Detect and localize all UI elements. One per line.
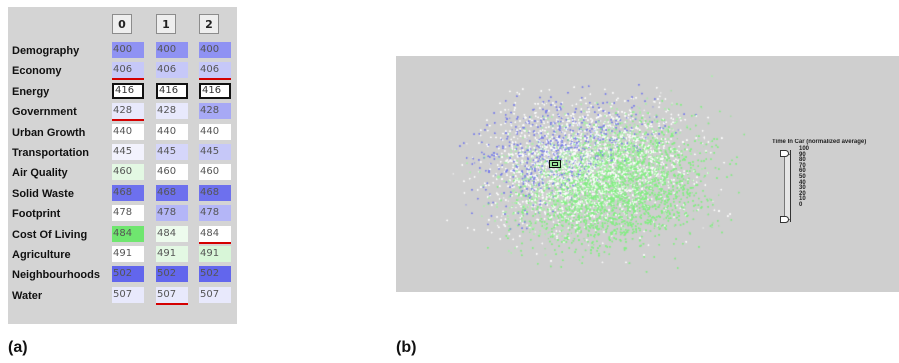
row-label: Transportation bbox=[12, 147, 89, 159]
table-cell[interactable]: 460 bbox=[156, 164, 188, 180]
row-label: Demography bbox=[12, 45, 79, 57]
table-cell[interactable]: 416 bbox=[112, 83, 144, 99]
table-cell[interactable]: 491 bbox=[112, 246, 144, 262]
caption-a: (a) bbox=[8, 339, 28, 357]
table-cell[interactable]: 400 bbox=[199, 42, 231, 58]
table-cell[interactable]: 428 bbox=[156, 103, 188, 119]
column-header-0[interactable]: 0 bbox=[112, 14, 132, 34]
row-label: Government bbox=[12, 106, 77, 118]
table-row: Agriculture 491 491 491 bbox=[8, 246, 237, 266]
table-cell[interactable]: 460 bbox=[199, 164, 231, 180]
table-cell[interactable]: 445 bbox=[199, 144, 231, 160]
row-label: Urban Growth bbox=[12, 127, 85, 139]
caption-b: (b) bbox=[396, 339, 416, 357]
table-cell[interactable]: 491 bbox=[156, 246, 188, 262]
table-cell[interactable]: 502 bbox=[156, 266, 188, 282]
legend-tick-labels: 100 90 80 70 60 50 40 30 20 10 0 bbox=[799, 147, 809, 209]
table-cell[interactable]: 400 bbox=[112, 42, 144, 58]
table-cell[interactable]: 468 bbox=[112, 185, 144, 201]
legend-tick-label: 0 bbox=[799, 203, 809, 209]
row-label: Footprint bbox=[12, 208, 60, 220]
table-cell[interactable]: 491 bbox=[199, 246, 231, 262]
table-cell[interactable]: 484 bbox=[112, 226, 144, 242]
table-cell[interactable]: 406 bbox=[112, 62, 144, 78]
legend-slider-top-handle[interactable] bbox=[780, 150, 789, 157]
table-cell[interactable]: 440 bbox=[156, 124, 188, 140]
table-cell[interactable]: 507 bbox=[199, 287, 231, 303]
table-row: Transportation 445 445 445 bbox=[8, 144, 237, 164]
row-label: Water bbox=[12, 290, 42, 302]
table-cell[interactable]: 428 bbox=[199, 103, 231, 119]
legend-slider-bottom-handle[interactable] bbox=[780, 216, 789, 223]
scatter-plot[interactable] bbox=[396, 56, 899, 292]
table-cell[interactable]: 445 bbox=[112, 144, 144, 160]
table-cell[interactable]: 416 bbox=[199, 83, 231, 99]
row-label: Economy bbox=[12, 65, 62, 77]
table-cell[interactable]: 478 bbox=[156, 205, 188, 221]
table-cell[interactable]: 400 bbox=[156, 42, 188, 58]
selection-marker[interactable] bbox=[549, 160, 561, 168]
column-header-1[interactable]: 1 bbox=[156, 14, 176, 34]
table-cell[interactable]: 406 bbox=[199, 62, 231, 78]
row-label: Agriculture bbox=[12, 249, 71, 261]
table-row: Neighbourhoods 502 502 502 bbox=[8, 266, 237, 286]
table-cell[interactable]: 484 bbox=[199, 226, 231, 242]
table-row: Cost Of Living 484 484 484 bbox=[8, 226, 237, 246]
row-label: Air Quality bbox=[12, 167, 68, 179]
table-row: Demography 400 400 400 bbox=[8, 42, 237, 62]
table-cell[interactable]: 468 bbox=[199, 185, 231, 201]
scatter-view-panel[interactable]: Time In Car (normalized average) 100 90 80… bbox=[396, 56, 899, 292]
table-cell[interactable]: 440 bbox=[112, 124, 144, 140]
table-row: Water 507 507 507 bbox=[8, 287, 237, 307]
table-cell[interactable]: 440 bbox=[199, 124, 231, 140]
table-row: Footprint 478 478 478 bbox=[8, 205, 237, 225]
table-cell[interactable]: 478 bbox=[199, 205, 231, 221]
table-row: Government 428 428 428 bbox=[8, 103, 237, 123]
column-header-2[interactable]: 2 bbox=[199, 14, 219, 34]
table-cell[interactable]: 428 bbox=[112, 103, 144, 119]
row-label: Energy bbox=[12, 86, 49, 98]
table-cell[interactable]: 507 bbox=[156, 287, 188, 303]
row-label: Neighbourhoods bbox=[12, 269, 100, 281]
table-cell[interactable]: 484 bbox=[156, 226, 188, 242]
table-cell[interactable]: 502 bbox=[199, 266, 231, 282]
table-row: Urban Growth 440 440 440 bbox=[8, 124, 237, 144]
table-row: Economy 406 406 406 bbox=[8, 62, 237, 82]
attribute-table-panel: 0 1 2 Demography 400 400 400 Economy 406 406 40… bbox=[8, 7, 237, 324]
table-row: Energy 416 416 416 bbox=[8, 83, 237, 103]
table-cell[interactable]: 502 bbox=[112, 266, 144, 282]
table-cell[interactable]: 478 bbox=[112, 205, 144, 221]
row-label: Cost Of Living bbox=[12, 229, 87, 241]
table-row: Solid Waste 468 468 468 bbox=[8, 185, 237, 205]
table-cell[interactable]: 406 bbox=[156, 62, 188, 78]
legend-slider-line bbox=[790, 150, 791, 222]
table-cell[interactable]: 507 bbox=[112, 287, 144, 303]
table-row: Air Quality 460 460 460 bbox=[8, 164, 237, 184]
table-cell[interactable]: 445 bbox=[156, 144, 188, 160]
table-cell[interactable]: 460 bbox=[112, 164, 144, 180]
row-label: Solid Waste bbox=[12, 188, 74, 200]
legend-title: Time In Car (normalized average) bbox=[772, 139, 866, 145]
table-cell[interactable]: 468 bbox=[156, 185, 188, 201]
table-cell[interactable]: 416 bbox=[156, 83, 188, 99]
